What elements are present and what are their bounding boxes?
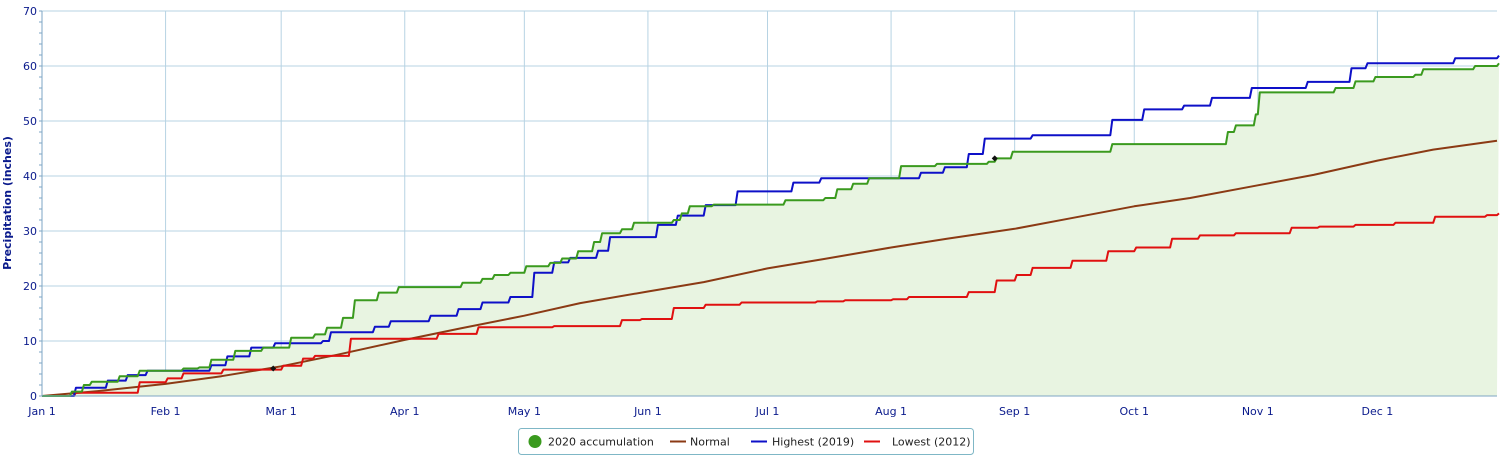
x-tick-label: Aug 1	[875, 405, 907, 418]
x-tick-label: Dec 1	[1362, 405, 1394, 418]
y-tick-label: 40	[23, 170, 37, 183]
tick-labels: 0 10 20 30 40 50 60 70 Jan 1 Feb 1 Mar 1 Apr 1 May 1…	[23, 5, 1393, 418]
accumulation-area	[42, 63, 1499, 397]
annotation-diamond	[991, 155, 998, 162]
legend-item-label: 2020 accumulation	[548, 436, 654, 449]
y-tick-label: 70	[23, 5, 37, 18]
y-tick-label: 30	[23, 225, 37, 238]
x-tick-label: Jan 1	[27, 405, 55, 418]
legend: 2020 accumulation Normal Highest (2019) Low…	[518, 428, 974, 455]
axes	[39, 10, 1497, 397]
legend-box	[518, 428, 974, 455]
series-lines	[41, 55, 1500, 397]
x-tick-label: Oct 1	[1119, 405, 1149, 418]
y-tick-label: 0	[30, 390, 37, 403]
x-tick-label: Jul 1	[755, 405, 780, 418]
series-line-lowest-2012	[42, 212, 1500, 397]
y-tick-label: 20	[23, 280, 37, 293]
legend-item-label: Highest (2019)	[772, 436, 854, 449]
x-tick-label: May 1	[508, 405, 541, 418]
x-tick-label: Jun 1	[633, 405, 662, 418]
legend-marker-circle	[528, 435, 542, 448]
y-tick-label: 60	[23, 60, 37, 73]
x-tick-label: Mar 1	[266, 405, 297, 418]
legend-item-label: Lowest (2012)	[892, 436, 971, 449]
x-tick-label: Apr 1	[390, 405, 420, 418]
x-tick-label: Sep 1	[999, 405, 1030, 418]
y-axis-label: Precipitation (inches)	[1, 136, 14, 270]
series-area-2020-accumulation	[42, 63, 1499, 397]
series-line-normal	[41, 139, 1498, 397]
y-tick-label: 10	[23, 335, 37, 348]
x-tick-label: Feb 1	[151, 405, 181, 418]
annotation-markers	[270, 155, 998, 372]
series-line-highest-2019	[42, 55, 1500, 397]
annotation-diamond	[270, 365, 277, 372]
x-tick-label: Nov 1	[1242, 405, 1274, 418]
series-line-2020-accumulation	[42, 62, 1500, 397]
legend-item-label: Normal	[690, 436, 730, 449]
y-tick-label: 50	[23, 115, 37, 128]
